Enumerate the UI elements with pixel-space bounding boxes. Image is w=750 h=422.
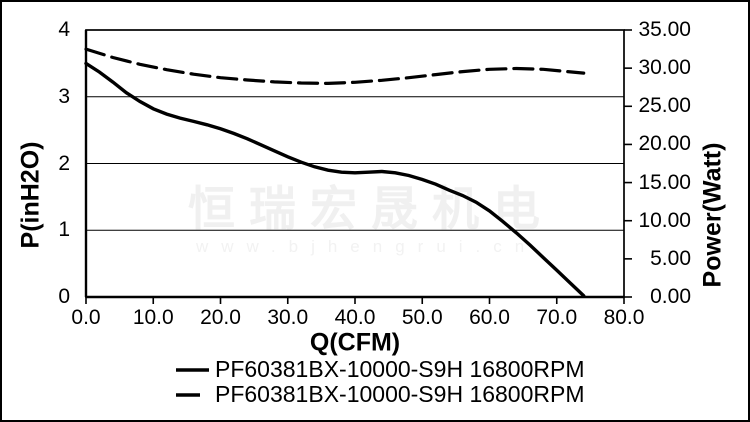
x-axis-tick-label: 20.0 (200, 306, 241, 329)
x-axis-tick-label: 60.0 (469, 306, 510, 329)
legend-dashed-line-marker (176, 392, 200, 397)
legend-label-pressure: PF60381BX-10000-S9H 16800RPM (215, 356, 585, 382)
watermark-text: 恒瑞宏晟机电 (188, 182, 554, 235)
y-axis-right-tick-label: 15.00 (638, 170, 691, 194)
y-axis-right-tick-label: 5.00 (650, 246, 691, 270)
watermark-url-text: www.bjhengrui.cn (196, 237, 538, 256)
pressure-curve (84, 61, 586, 298)
y-axis-right-tick-label: 30.00 (638, 56, 691, 80)
legend-item-pressure-curve: PF60381BX-10000-S9H 16800RPM (174, 357, 585, 382)
x-axis-tick-label: 0.0 (71, 306, 101, 329)
x-axis-tick-label: 40.0 (334, 306, 376, 329)
legend-label-power: PF60381BX-10000-S9H 16800RPM (215, 381, 585, 407)
y-axis-right-tick-label: 10.00 (638, 208, 691, 232)
y-axis-left-tick-label: 0 (58, 285, 70, 308)
legend-item-power-curve: PF60381BX-10000-S9H 16800RPM (174, 382, 585, 407)
y-axis-left-tick-label: 1 (58, 218, 70, 242)
y-axis-right-title: Power(Watt) (698, 142, 727, 288)
x-axis-tick-label: 80.0 (603, 306, 645, 329)
y-axis-right-tick-label: 0.00 (650, 285, 691, 308)
x-axis-tick-label: 30.0 (267, 306, 309, 329)
x-axis-title: Q(CFM) (309, 328, 401, 357)
y-axis-right-tick-label: 20.00 (638, 132, 691, 156)
power-curve (84, 47, 586, 86)
x-axis-tick-label: 10.0 (132, 306, 174, 329)
y-axis-left-tick-label: 4 (58, 18, 70, 41)
y-axis-left-tick-label: 3 (58, 84, 70, 108)
legend: PF60381BX-10000-S9H 16800RPM PF60381BX-1… (174, 357, 585, 407)
y-axis-left-title: P(inH2O) (16, 141, 45, 249)
y-axis-left-tick-label: 2 (58, 151, 70, 175)
x-axis-tick-label: 70.0 (536, 306, 578, 329)
y-axis-right-tick-label: 35.00 (638, 18, 691, 41)
y-axis-right-tick-label: 25.00 (638, 94, 691, 118)
legend-solid-line-marker (176, 367, 209, 372)
x-axis-tick-label: 50.0 (401, 306, 443, 329)
